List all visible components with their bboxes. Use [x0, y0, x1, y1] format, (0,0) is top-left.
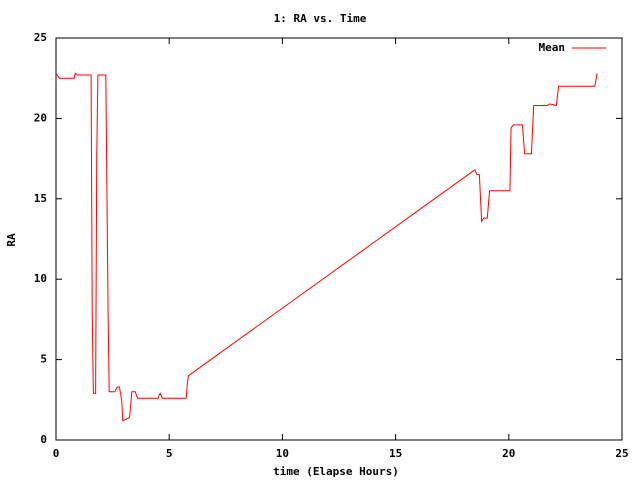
x-tick-label: 5: [166, 447, 173, 460]
x-tick-label: 20: [502, 447, 515, 460]
x-tick-label: 15: [389, 447, 402, 460]
y-tick-label: 10: [34, 272, 47, 285]
x-tick-label: 25: [615, 447, 628, 460]
chart-title: 1: RA vs. Time: [274, 12, 367, 25]
y-tick-label: 0: [40, 433, 47, 446]
y-axis-label: RA: [5, 233, 18, 247]
y-tick-label: 5: [40, 353, 47, 366]
y-tick-label: 15: [34, 192, 47, 205]
data-line: [55, 72, 598, 422]
x-tick-label: 10: [276, 447, 289, 460]
x-tick-label: 0: [53, 447, 60, 460]
x-axis-label: time (Elapse Hours): [273, 465, 399, 478]
y-tick-label: 25: [34, 31, 47, 44]
legend-label: Mean: [539, 41, 566, 54]
plot-border: [55, 37, 623, 441]
y-tick-label: 20: [34, 111, 47, 124]
